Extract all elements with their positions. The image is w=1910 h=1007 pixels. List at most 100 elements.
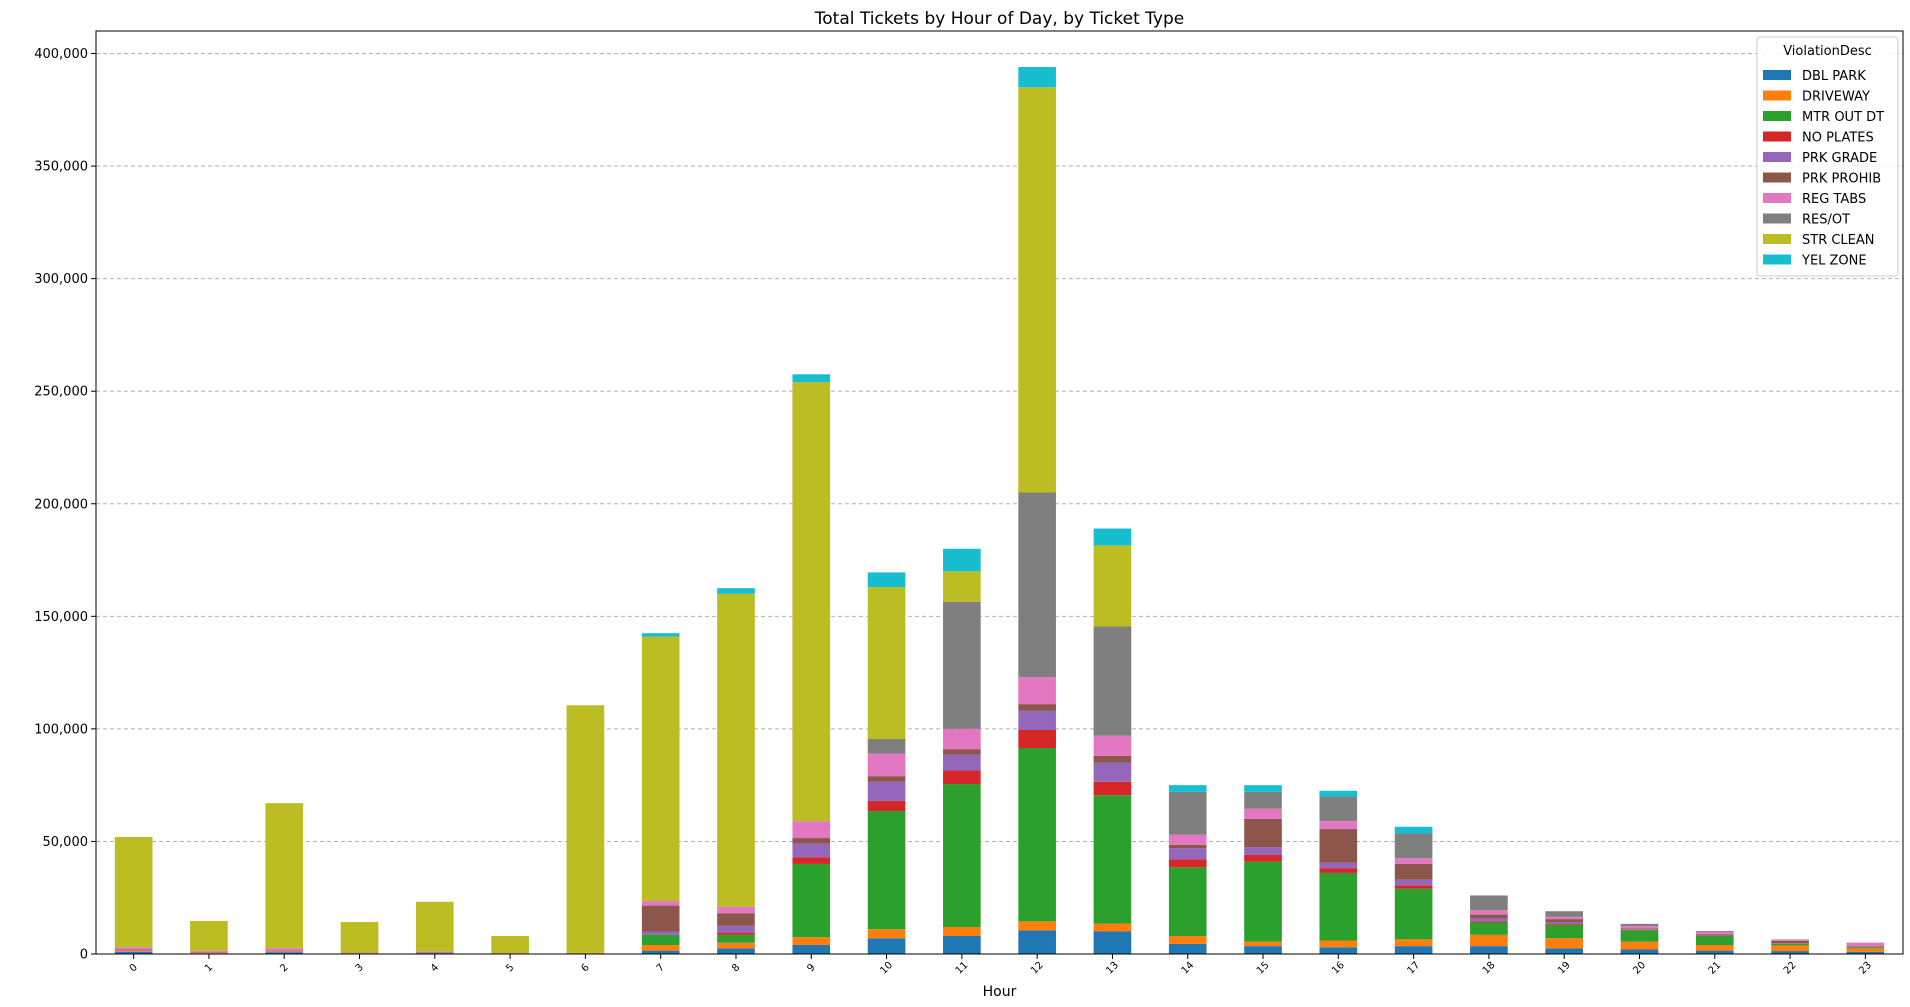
bar-segment-str-clean-hour-1 [190, 920, 228, 951]
bar-segment-reg-tabs-hour-15 [1244, 808, 1282, 819]
bar-segment-no-plates-hour-10 [867, 800, 906, 812]
bar-segment-no-plates-hour-18 [1470, 921, 1508, 923]
bar-segment-prk-prohib-hour-14 [1168, 844, 1207, 849]
x-tick-label: 11 [954, 960, 971, 977]
bar-segment-res-ot-hour-21 [1695, 931, 1734, 933]
bar-segment-prk-grade-hour-14 [1168, 848, 1207, 860]
bar-segment-str-clean-hour-11 [943, 571, 981, 602]
bar-segment-yel-zone-hour-10 [867, 572, 906, 588]
bar-segment-str-clean-hour-12 [1018, 87, 1056, 493]
bar-segment-str-clean-hour-10 [867, 587, 906, 740]
legend-swatch-res-ot [1763, 213, 1791, 224]
bar-segment-driveway-hour-12 [1018, 921, 1056, 931]
bar-segment-driveway-hour-19 [1545, 938, 1584, 949]
bar-segment-reg-tabs-hour-9 [792, 821, 831, 839]
bar-segment-prk-grade-hour-1 [190, 951, 228, 953]
bar-segment-str-clean-hour-2 [265, 803, 304, 949]
bar-segment-reg-tabs-hour-1 [190, 950, 228, 952]
bar-segment-driveway-hour-15 [1244, 941, 1282, 947]
bar-segment-yel-zone-hour-11 [943, 548, 981, 572]
bar-segment-res-ot-hour-15 [1244, 791, 1282, 809]
legend-label-prk-prohib: PRK PROHIB [1802, 172, 1881, 187]
bar-segment-str-clean-hour-4 [415, 901, 454, 952]
bar-segment-dbl-park-hour-12 [1018, 930, 1056, 954]
axes [95, 30, 1904, 955]
x-tick-label: 1 [203, 962, 215, 974]
bar-segment-reg-tabs-hour-13 [1093, 735, 1132, 756]
x-tick-label: 5 [504, 962, 516, 974]
legend-swatch-prk-grade [1763, 152, 1791, 162]
bar-segment-dbl-park-hour-10 [867, 938, 906, 954]
bar-segment-dbl-park-hour-18 [1470, 946, 1508, 954]
x-axis-label: Hour [983, 984, 1017, 1000]
y-tick-label: 250,000 [34, 385, 88, 400]
bar-segment-dbl-park-hour-2 [265, 952, 304, 954]
y-tick-label: 350,000 [34, 160, 88, 175]
bar-segment-prk-grade-hour-7 [641, 931, 680, 935]
bar-segment-driveway-hour-0 [114, 950, 153, 952]
y-tick-label: 300,000 [34, 272, 88, 287]
bar-segment-reg-tabs-hour-4 [415, 951, 454, 952]
x-tick-label: 8 [730, 962, 742, 974]
bar-segment-prk-prohib-hour-13 [1093, 755, 1132, 763]
bar-segment-no-plates-hour-14 [1168, 859, 1207, 868]
bar-segment-prk-grade-hour-19 [1545, 922, 1584, 924]
bar-segment-prk-prohib-hour-16 [1319, 829, 1358, 863]
bar-segment-reg-tabs-hour-21 [1695, 932, 1734, 935]
bar-segment-dbl-park-hour-21 [1695, 950, 1734, 954]
bar-segment-prk-grade-hour-9 [792, 843, 831, 858]
bar-segment-yel-zone-hour-14 [1168, 785, 1207, 792]
legend-swatch-prk-prohib [1763, 172, 1791, 183]
bar-segment-res-ot-hour-11 [943, 601, 981, 729]
bar-segment-str-clean-hour-0 [114, 836, 153, 948]
bar-segment-str-clean-hour-13 [1093, 545, 1132, 627]
bar-segment-dbl-park-hour-14 [1168, 943, 1207, 954]
bar-segment-prk-grade-hour-20 [1620, 929, 1659, 930]
bar-segment-mtr-out-dt-hour-23 [1846, 947, 1885, 949]
bar-segment-mtr-out-dt-hour-12 [1018, 748, 1056, 922]
bar-segment-prk-prohib-hour-12 [1018, 704, 1056, 711]
bar-segment-no-plates-hour-9 [792, 857, 831, 864]
bar-segment-prk-prohib-hour-17 [1394, 863, 1433, 880]
bar-segment-driveway-hour-8 [717, 942, 755, 949]
bar-segment-prk-prohib-hour-7 [641, 905, 680, 932]
grid-lines [96, 53, 1903, 842]
bar-segment-prk-grade-hour-16 [1319, 862, 1358, 869]
bar-segment-res-ot-hour-12 [1018, 492, 1056, 678]
bar-segment-mtr-out-dt-hour-17 [1394, 888, 1433, 940]
bar-segment-dbl-park-hour-13 [1093, 931, 1132, 954]
bar-segment-reg-tabs-hour-14 [1168, 834, 1207, 845]
bar-segment-prk-grade-hour-2 [265, 950, 304, 952]
bar-segment-reg-tabs-hour-19 [1545, 916, 1584, 920]
bar-segment-driveway-hour-13 [1093, 923, 1132, 932]
bar-segment-no-plates-hour-17 [1394, 885, 1433, 889]
legend-label-str-clean: STR CLEAN [1802, 233, 1875, 248]
bar-segment-prk-prohib-hour-22 [1771, 940, 1809, 944]
bar-segment-dbl-park-hour-23 [1846, 951, 1885, 954]
bar-segment-driveway-hour-10 [867, 929, 906, 939]
legend-label-yel-zone: YEL ZONE [1801, 254, 1867, 269]
bar-segment-prk-grade-hour-11 [943, 754, 981, 771]
bar-segment-prk-prohib-hour-15 [1244, 818, 1282, 848]
bar-segment-prk-grade-hour-13 [1093, 762, 1132, 782]
legend-swatch-yel-zone [1763, 254, 1791, 265]
bar-segment-dbl-park-hour-9 [792, 944, 831, 954]
bar-segment-mtr-out-dt-hour-20 [1620, 930, 1659, 942]
bar-segment-prk-grade-hour-18 [1470, 917, 1508, 922]
bar-segment-dbl-park-hour-19 [1545, 948, 1584, 954]
bar-segment-reg-tabs-hour-23 [1846, 942, 1885, 947]
bar-segment-dbl-park-hour-22 [1771, 951, 1809, 954]
y-tick-label: 50,000 [43, 835, 89, 850]
x-tick-label: 20 [1631, 960, 1648, 977]
bar-segment-mtr-out-dt-hour-11 [943, 784, 981, 927]
bar-segment-yel-zone-hour-8 [717, 588, 755, 594]
bar-segment-mtr-out-dt-hour-10 [867, 811, 906, 930]
bar-segment-dbl-park-hour-0 [114, 951, 153, 954]
bar-segment-prk-grade-hour-8 [717, 925, 755, 933]
bar-segment-mtr-out-dt-hour-8 [717, 934, 755, 943]
bar-segment-mtr-out-dt-hour-14 [1168, 867, 1207, 936]
bar-segment-prk-grade-hour-0 [114, 949, 153, 951]
bar-segment-driveway-hour-1 [190, 952, 228, 954]
bar-segment-yel-zone-hour-7 [641, 633, 680, 637]
x-tick-label: 21 [1707, 960, 1724, 977]
